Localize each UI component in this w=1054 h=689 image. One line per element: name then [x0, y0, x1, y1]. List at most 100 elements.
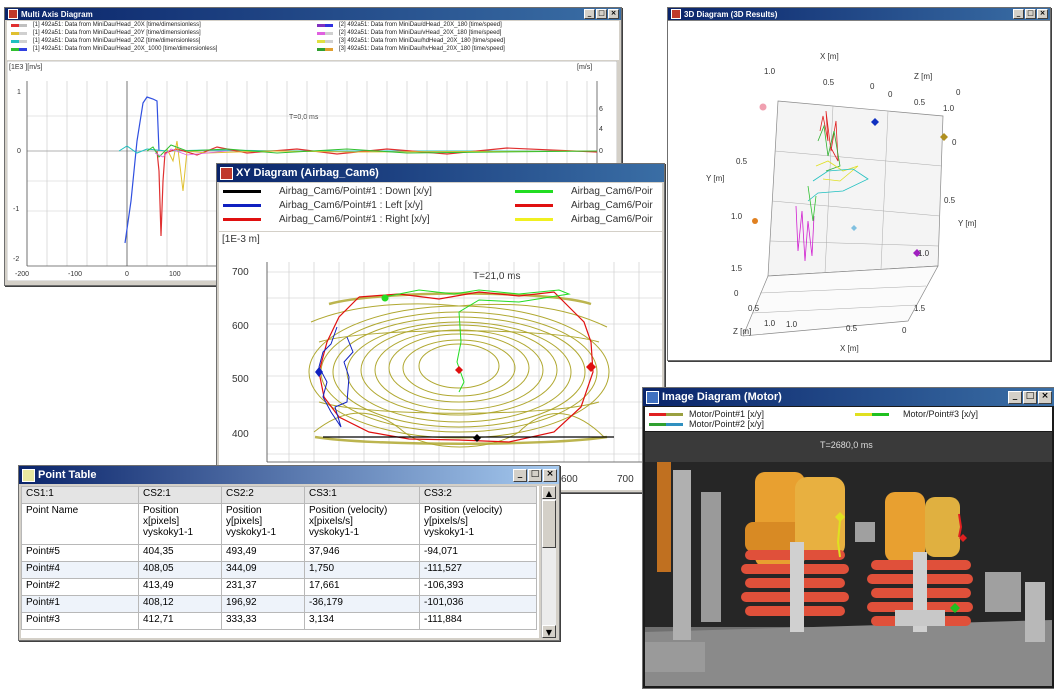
- table-cell[interactable]: 17,661: [304, 578, 420, 596]
- table-cell[interactable]: 493,49: [221, 544, 305, 562]
- point-table-titlebar[interactable]: Point Table _ □ ×: [19, 466, 559, 484]
- three-d-window[interactable]: 3D Diagram (3D Results) _ □ ×: [667, 7, 1051, 361]
- minimize-button[interactable]: _: [1008, 391, 1022, 404]
- time-label: T=2680,0 ms: [820, 440, 873, 450]
- tick-label: 0: [902, 326, 907, 335]
- table-row[interactable]: Point#5 404,35 493,49 37,946 -94,071: [21, 544, 537, 562]
- image-diagram-window[interactable]: Image Diagram (Motor) _ □ × Motor/Point#…: [642, 387, 1054, 689]
- legend-item: [3] 492a51: Data from MiniDau/hdHead_20X…: [339, 38, 506, 44]
- table-cell[interactable]: -111,527: [419, 561, 537, 579]
- table-cell[interactable]: 344,09: [221, 561, 305, 579]
- scroll-up-button[interactable]: ▲: [542, 486, 556, 499]
- subheader-cell: Position y[pixels] vyskoky1-1: [221, 503, 305, 545]
- marker: [473, 434, 481, 442]
- trajectory-line: [836, 519, 841, 558]
- table-cell[interactable]: 412,71: [138, 612, 222, 630]
- column-header[interactable]: CS3:1: [304, 486, 420, 504]
- table-row[interactable]: Point#3 412,71 333,33 3,134 -111,884: [21, 612, 537, 630]
- motor-image[interactable]: T=2680,0 ms: [645, 432, 1052, 686]
- trajectory-line: [318, 291, 594, 443]
- table-row[interactable]: Point#2 413,49 231,37 17,661 -106,393: [21, 578, 537, 596]
- trajectory-ellipse: [418, 343, 500, 389]
- table-cell[interactable]: 37,946: [304, 544, 420, 562]
- trajectory-ellipse: [360, 324, 558, 416]
- table-row[interactable]: Point#4 408,05 344,09 1,750 -111,527: [21, 561, 537, 579]
- y-tick: -1: [13, 206, 19, 213]
- tick-label: 0: [956, 88, 961, 97]
- three-d-plot[interactable]: X [m] Y [m] Z [m] Y [m] Z [m] X [m] 1.0 …: [668, 21, 1050, 360]
- marker: [959, 534, 967, 542]
- close-button[interactable]: ×: [1038, 391, 1052, 404]
- y-tick: 700: [232, 267, 249, 278]
- minimize-button[interactable]: _: [584, 9, 595, 19]
- app-icon: [646, 390, 659, 404]
- subheader-cell: Position x[pixels] vyskoky1-1: [138, 503, 222, 545]
- table-cell[interactable]: Point#2: [21, 578, 139, 596]
- table-cell[interactable]: 404,35: [138, 544, 222, 562]
- maximize-button[interactable]: □: [1025, 9, 1036, 19]
- multi-axis-titlebar[interactable]: Multi Axis Diagram _ □ ×: [5, 8, 621, 20]
- table-cell[interactable]: 408,12: [138, 595, 222, 613]
- tick-label: 1.0: [731, 212, 743, 221]
- legend-item: Airbag_Cam6/Poir: [571, 200, 653, 211]
- scroll-down-button[interactable]: ▼: [542, 625, 556, 638]
- marker: [381, 294, 389, 302]
- xy-titlebar[interactable]: XY Diagram (Airbag_Cam6): [217, 164, 664, 182]
- legend-item: [1] 492a51: Data from MiniDau/Head_20Y […: [33, 30, 201, 36]
- table-cell[interactable]: 196,92: [221, 595, 305, 613]
- trajectory-line: [807, 185, 817, 222]
- series-line: [154, 148, 228, 158]
- marker: [950, 603, 960, 613]
- column-header[interactable]: CS2:1: [138, 486, 222, 504]
- tick-label: 0.5: [846, 324, 858, 333]
- table-cell[interactable]: 1,750: [304, 561, 420, 579]
- legend-item: Airbag_Cam6/Point#1 : Down [x/y]: [279, 186, 432, 197]
- xy-window[interactable]: XY Diagram (Airbag_Cam6) Airbag_Cam6/Poi…: [216, 163, 665, 493]
- column-header[interactable]: CS1:1: [21, 486, 139, 504]
- time-label: T=21,0 ms: [473, 271, 521, 282]
- y-tick: 400: [232, 429, 249, 440]
- minimize-button[interactable]: _: [1013, 9, 1024, 19]
- y-tick: 0: [17, 148, 21, 155]
- column-header[interactable]: CS3:2: [419, 486, 537, 504]
- x-tick: 600: [561, 474, 578, 485]
- table-cell[interactable]: -106,393: [419, 578, 537, 596]
- marker: [315, 367, 323, 377]
- minimize-button[interactable]: _: [513, 469, 527, 482]
- three-d-title: 3D Diagram (3D Results): [684, 9, 778, 19]
- trajectory-ellipse: [388, 333, 530, 403]
- scroll-thumb[interactable]: [542, 500, 556, 548]
- table-cell[interactable]: -94,071: [419, 544, 537, 562]
- table-cell[interactable]: Point#3: [21, 612, 139, 630]
- table-cell[interactable]: Point#4: [21, 561, 139, 579]
- maximize-button[interactable]: □: [1023, 391, 1037, 404]
- legend-item: Airbag_Cam6/Point#1 : Right [x/y]: [279, 214, 430, 225]
- xy-plot[interactable]: [1E-3 m] T=21,0 ms 700 600 500 400: [219, 232, 662, 490]
- table-cell[interactable]: -36,179: [304, 595, 420, 613]
- table-cell[interactable]: Point#1: [21, 595, 139, 613]
- table-cell[interactable]: Point#5: [21, 544, 139, 562]
- close-button[interactable]: ×: [543, 469, 557, 482]
- x-tick: 700: [617, 474, 634, 485]
- image-diagram-title: Image Diagram (Motor): [662, 391, 782, 403]
- maximize-button[interactable]: □: [528, 469, 542, 482]
- column-header[interactable]: CS2:2: [221, 486, 305, 504]
- trajectory-line: [807, 168, 869, 202]
- image-diagram-titlebar[interactable]: Image Diagram (Motor) _ □ ×: [643, 388, 1054, 406]
- three-d-titlebar[interactable]: 3D Diagram (3D Results) _ □ ×: [668, 8, 1050, 20]
- table-cell[interactable]: 408,05: [138, 561, 222, 579]
- point-table-window[interactable]: Point Table _ □ × CS1:1 CS2:1 CS2:2 CS3:…: [18, 465, 560, 641]
- table-cell[interactable]: 413,49: [138, 578, 222, 596]
- table-cell[interactable]: 3,134: [304, 612, 420, 630]
- table-cell[interactable]: -101,036: [419, 595, 537, 613]
- maximize-button[interactable]: □: [596, 9, 607, 19]
- table-cell[interactable]: 231,37: [221, 578, 305, 596]
- vertical-scrollbar[interactable]: ▲ ▼: [541, 486, 556, 638]
- table-cell[interactable]: 333,33: [221, 612, 305, 630]
- axis-label: Z [m]: [914, 72, 932, 81]
- close-button[interactable]: ×: [608, 9, 619, 19]
- tick-label: 1.0: [918, 249, 930, 258]
- close-button[interactable]: ×: [1037, 9, 1048, 19]
- table-cell[interactable]: -111,884: [419, 612, 537, 630]
- table-row[interactable]: Point#1 408,12 196,92 -36,179 -101,036: [21, 595, 537, 613]
